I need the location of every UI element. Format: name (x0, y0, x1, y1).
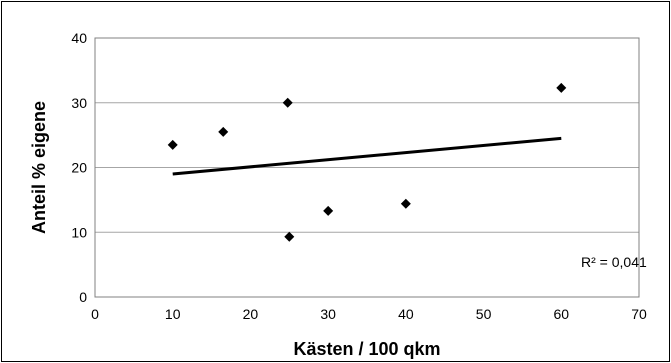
y-tick-label: 20 (71, 160, 87, 176)
x-tick-label: 10 (165, 306, 181, 322)
x-tick-label: 40 (398, 306, 414, 322)
x-tick-label: 20 (243, 306, 259, 322)
x-tick-label: 60 (553, 306, 569, 322)
plot-area (94, 37, 640, 298)
x-tick-label: 0 (91, 306, 99, 322)
trendline (172, 136, 562, 176)
data-point (323, 205, 334, 216)
gridlines (95, 102, 639, 233)
x-tick-label: 70 (631, 306, 647, 322)
y-tick-label: 0 (79, 289, 87, 305)
x-tick-label: 50 (476, 306, 492, 322)
y-tick-label: 40 (71, 30, 87, 46)
y-axis-title: Anteil % eigene (29, 101, 49, 234)
data-points (167, 82, 567, 242)
data-point (284, 231, 295, 242)
data-point (218, 126, 229, 137)
r-squared-annotation: R² = 0,041 (581, 254, 647, 270)
y-tick-label: 30 (71, 95, 87, 111)
data-point (400, 198, 411, 209)
data-point (282, 97, 293, 108)
y-tick-label: 10 (71, 224, 87, 240)
x-axis-tick-labels: 0 10 20 30 40 50 60 70 (91, 306, 647, 322)
y-axis-tick-labels: 0 10 20 30 40 (71, 30, 87, 305)
x-axis-title: Kästen / 100 qkm (293, 339, 440, 359)
x-tick-label: 30 (320, 306, 336, 322)
data-point (556, 82, 567, 93)
data-point (167, 139, 178, 150)
